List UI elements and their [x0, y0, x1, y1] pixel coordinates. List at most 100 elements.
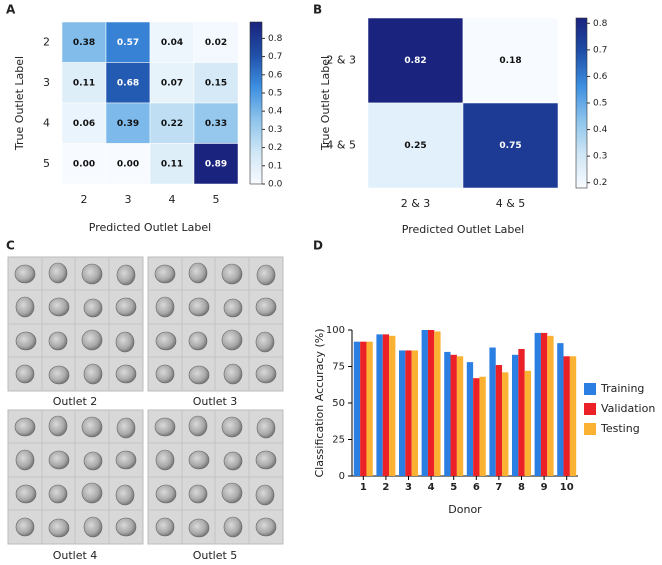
bar [456, 356, 464, 476]
legend-swatch [584, 423, 596, 435]
panel-label: B [313, 3, 322, 17]
colorbar-tick-label: 0.0 [268, 180, 283, 190]
cell-label: 0.18 [499, 56, 521, 66]
bar [444, 351, 451, 476]
bar [376, 334, 383, 476]
colorbar-tick-label: 0.5 [268, 88, 282, 98]
x-tick-label: 3 [125, 193, 132, 206]
y-tick-label: 100 [326, 325, 345, 336]
panel-label: A [6, 3, 16, 17]
y-tick-label: 50 [332, 398, 345, 409]
bar [534, 332, 541, 476]
heatmap-cell [462, 102, 559, 189]
colorbar-tick-label: 0.7 [268, 52, 282, 62]
y-axis-label: Classification Accuracy (%) [313, 328, 326, 477]
colorbar-tick-label: 0.1 [268, 161, 282, 171]
bar [389, 335, 396, 476]
cell-label: 0.15 [205, 78, 227, 88]
bar [557, 343, 564, 476]
bar [569, 356, 577, 476]
bar [540, 332, 548, 476]
colorbar-tick-label: 0.4 [268, 107, 283, 117]
heatmap-cell [105, 143, 151, 185]
bar [473, 378, 480, 476]
image-label: Outlet 2 [53, 395, 98, 408]
colorbar-tick-label: 0.5 [593, 99, 607, 109]
cell-label: 0.00 [117, 159, 139, 169]
y-tick-label: 2 [43, 35, 50, 48]
cell-image [7, 409, 144, 545]
x-axis-label: Predicted Outlet Label [89, 221, 211, 234]
y-tick-label: 5 [43, 157, 50, 170]
cell-label: 0.89 [205, 159, 227, 169]
heatmap-cell [149, 21, 195, 63]
y-axis-label: True Outlet Label [13, 56, 26, 151]
bar [563, 356, 570, 476]
colorbar-tick-label: 0.3 [268, 125, 282, 135]
bar [466, 362, 474, 476]
legend-label: Testing [600, 422, 640, 435]
y-tick-label: 4 & 5 [326, 139, 356, 152]
cell-label: 0.22 [161, 119, 183, 129]
heatmap-cell [367, 102, 464, 189]
cell-label: 0.00 [73, 159, 95, 169]
heatmap-cell [193, 102, 239, 144]
colorbar-tick-label: 0.8 [593, 19, 608, 29]
heatmap-cell [105, 62, 151, 104]
cell-label: 0.06 [73, 119, 95, 129]
cell-image [147, 256, 284, 392]
cell-label: 0.02 [205, 38, 227, 48]
heatmap-cell [105, 21, 151, 63]
cell-label: 0.33 [205, 119, 227, 129]
y-tick-label: 2 & 3 [326, 54, 356, 67]
x-tick-label: 2 [382, 482, 389, 493]
x-tick-label: 7 [495, 482, 502, 493]
cell-label: 0.25 [404, 141, 426, 151]
colorbar-tick-label: 0.8 [268, 34, 283, 44]
cell-label: 0.11 [73, 78, 95, 88]
bar [427, 330, 435, 476]
image-label: Outlet 3 [193, 395, 238, 408]
colorbar-tick-label: 0.2 [268, 143, 282, 153]
cell-label: 0.38 [73, 38, 95, 48]
x-tick-label: 4 [428, 482, 435, 493]
bar [495, 365, 503, 476]
bar [421, 330, 428, 476]
cell-label: 0.04 [161, 38, 183, 48]
legend-swatch [584, 383, 596, 395]
x-tick-label: 8 [518, 482, 525, 493]
x-tick-label: 4 & 5 [496, 197, 526, 210]
heatmap-cell [61, 143, 107, 185]
cell-image [147, 409, 284, 545]
heatmap-cell [61, 62, 107, 104]
bar [411, 350, 418, 476]
bar [512, 354, 519, 476]
bar [360, 341, 367, 476]
colorbar [575, 17, 588, 189]
bar [434, 331, 441, 476]
x-tick-label: 10 [560, 482, 574, 493]
bar [382, 334, 390, 476]
y-tick-label: 75 [332, 362, 345, 373]
bar [518, 348, 525, 476]
image-label: Outlet 4 [53, 549, 98, 562]
x-tick-label: 9 [541, 482, 548, 493]
y-tick-label: 4 [43, 116, 50, 129]
heatmap-cell [193, 143, 239, 185]
bar [502, 372, 509, 476]
bar [524, 370, 531, 476]
bar [479, 376, 486, 476]
x-tick-label: 2 & 3 [401, 197, 431, 210]
cell-label: 0.11 [161, 159, 183, 169]
colorbar-tick-label: 0.4 [593, 125, 608, 135]
cell-label: 0.39 [117, 119, 139, 129]
x-tick-label: 5 [213, 193, 220, 206]
y-axis-label: True Outlet Label [319, 56, 332, 151]
x-axis-label: Donor [448, 503, 482, 516]
bar [399, 350, 406, 476]
x-tick-label: 4 [169, 193, 176, 206]
y-tick-label: 0 [339, 471, 345, 482]
legend-label: Validation [601, 402, 655, 415]
cell-image [7, 256, 144, 392]
